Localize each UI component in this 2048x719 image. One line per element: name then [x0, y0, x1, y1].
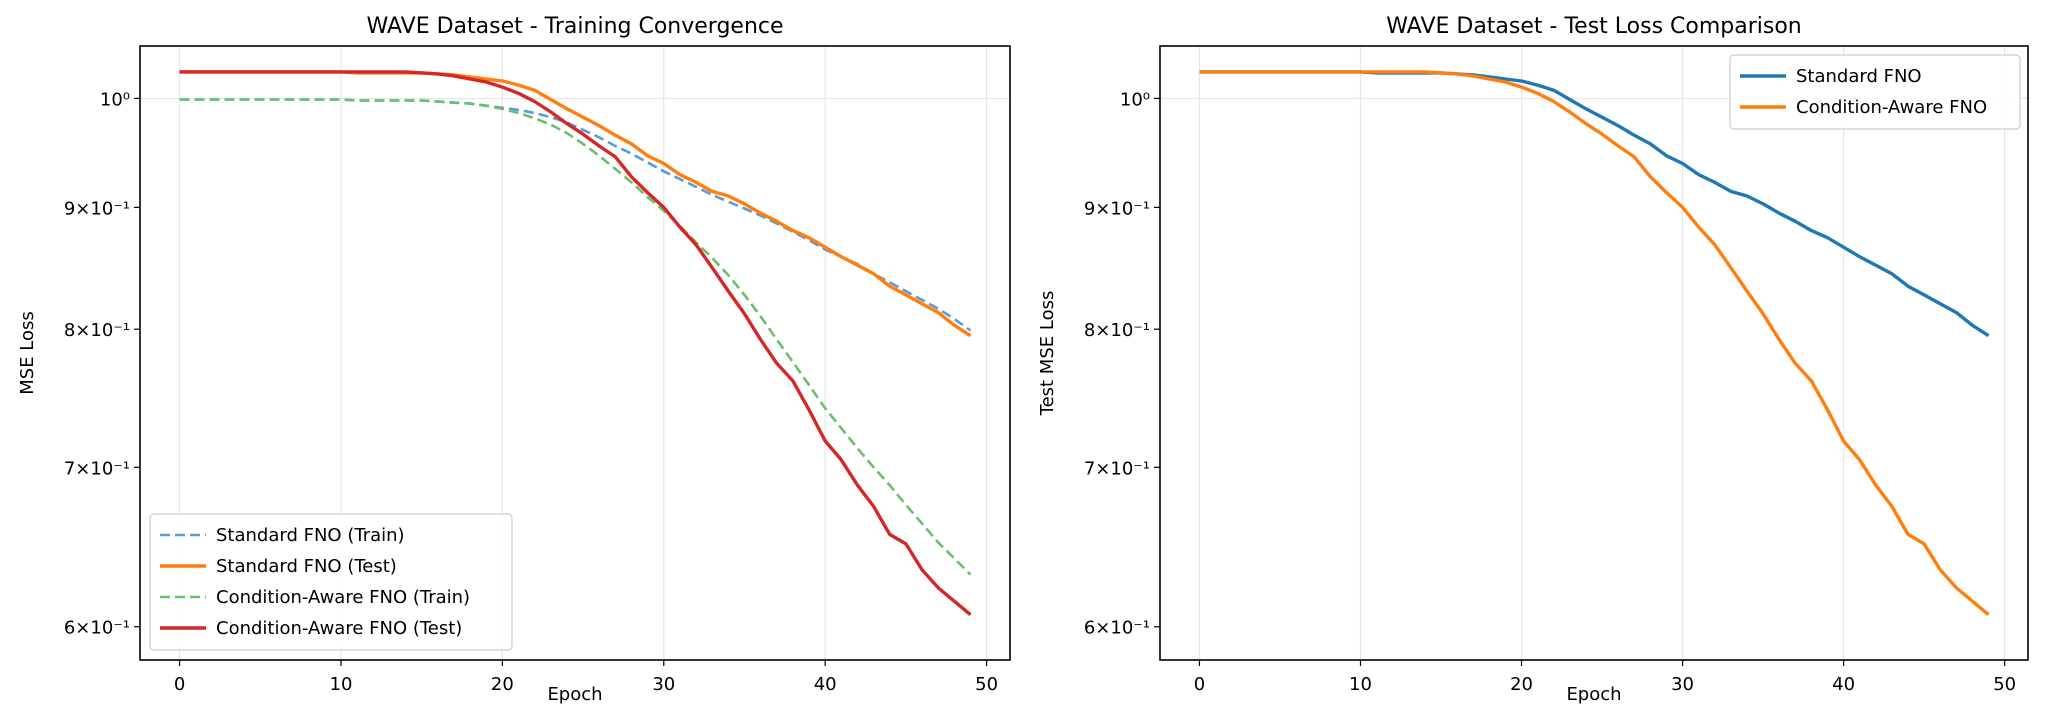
x-tick-label: 20 [491, 674, 514, 695]
y-tick-label: 7×10⁻¹ [64, 458, 130, 479]
x-tick-label: 40 [1832, 674, 1855, 695]
x-axis-label: Epoch [547, 684, 602, 705]
series-line-1 [1199, 70, 1990, 617]
chart-0: 0 10 20 30 40 50 10⁰ 9×10⁻¹ 8×10⁻¹ 7×10⁻¹ 6×10⁻¹ WA… [17, 14, 1011, 705]
series-line-2 [179, 98, 972, 576]
chart-title: WAVE Dataset - Training Convergence [366, 14, 783, 39]
series-line-3 [179, 70, 972, 617]
x-tick-label: 0 [1194, 674, 1205, 695]
x-tick-label: 50 [1993, 674, 2016, 695]
axes-frame [1159, 45, 2029, 661]
legend-label-3: Condition-Aware FNO (Test) [216, 618, 462, 639]
series-line-0 [179, 98, 972, 332]
x-tick-label: 20 [1510, 674, 1533, 695]
y-tick-label: 9×10⁻¹ [1084, 198, 1150, 219]
chart-title: WAVE Dataset - Test Loss Comparison [1386, 14, 1802, 39]
y-tick-label: 9×10⁻¹ [64, 198, 130, 219]
legend-box [149, 513, 513, 651]
legend-label-0: Standard FNO (Train) [216, 525, 405, 546]
x-tick-label: 50 [975, 674, 998, 695]
x-tick-label: 0 [174, 674, 185, 695]
legend-label-1: Condition-Aware FNO [1796, 97, 1987, 118]
chart-1: 0 10 20 30 40 50 10⁰ 9×10⁻¹ 8×10⁻¹ 7×10⁻¹ 6×10⁻¹ WA… [1037, 14, 2029, 705]
x-tick-label: 10 [330, 674, 353, 695]
series-line-1 [179, 70, 972, 338]
legend-label-2: Condition-Aware FNO (Train) [216, 587, 470, 608]
x-axis-label: Epoch [1566, 684, 1621, 705]
y-tick-label: 6×10⁻¹ [64, 618, 130, 639]
y-axis-label: Test MSE Loss [1037, 291, 1058, 417]
y-tick-label: 10⁰ [100, 89, 130, 110]
legend: Standard FNO (Train) Standard FNO (Test) C… [149, 513, 513, 651]
axes-frame [139, 45, 1011, 661]
y-tick-label: 6×10⁻¹ [1084, 618, 1150, 639]
x-tick-label: 30 [1671, 674, 1694, 695]
legend-box [1729, 54, 2021, 130]
y-tick-label: 8×10⁻¹ [1084, 320, 1150, 341]
y-axis-label: MSE Loss [17, 311, 38, 395]
legend-label-1: Standard FNO (Test) [216, 556, 397, 577]
x-tick-label: 40 [814, 674, 837, 695]
legend: Standard FNO Condition-Aware FNO [1729, 54, 2021, 130]
legend-label-0: Standard FNO [1796, 66, 1922, 87]
y-tick-label: 8×10⁻¹ [64, 320, 130, 341]
y-tick-label: 7×10⁻¹ [1084, 458, 1150, 479]
y-tick-label: 10⁰ [1120, 89, 1150, 110]
x-tick-label: 30 [652, 674, 675, 695]
x-tick-label: 10 [1349, 674, 1372, 695]
